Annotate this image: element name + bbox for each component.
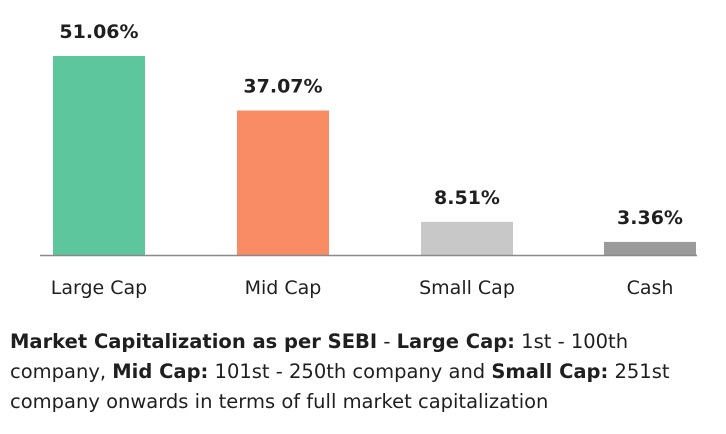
note-separator: - (377, 330, 397, 353)
bar-small-cap (421, 221, 513, 255)
data-label-cash: 3.36% (617, 207, 683, 229)
bar-large-cap (53, 56, 145, 255)
data-label-mid-cap: 37.07% (243, 76, 322, 98)
tick-label-cash: Cash (627, 277, 674, 299)
data-label-large-cap: 51.06% (59, 21, 138, 43)
note-heading: Market Capitalization as per SEBI (10, 330, 378, 353)
note-large-cap-text: 1st - 100th company, (10, 330, 629, 383)
tick-label-mid-cap: Mid Cap (245, 277, 322, 299)
bar-cash (604, 241, 696, 255)
market-cap-note: Market Capitalization as per SEBI - Larg… (10, 327, 722, 417)
tick-label-small-cap: Small Cap (419, 277, 515, 299)
bar-mid-cap (237, 110, 329, 255)
note-small-cap-text: 251st company onwards in terms of full m… (10, 360, 670, 413)
note-mid-cap-label: Mid Cap: (112, 360, 209, 383)
note-small-cap-label: Small Cap: (491, 360, 609, 383)
tick-label-large-cap: Large Cap (51, 277, 147, 299)
note-large-cap-label: Large Cap: (396, 330, 515, 353)
note-mid-cap-text: 101st - 250th company and (208, 360, 492, 383)
data-label-small-cap: 8.51% (434, 187, 500, 209)
market-cap-bar-chart: 51.06% Large Cap 37.07% Mid Cap 8.51% Small C… (40, 21, 697, 299)
